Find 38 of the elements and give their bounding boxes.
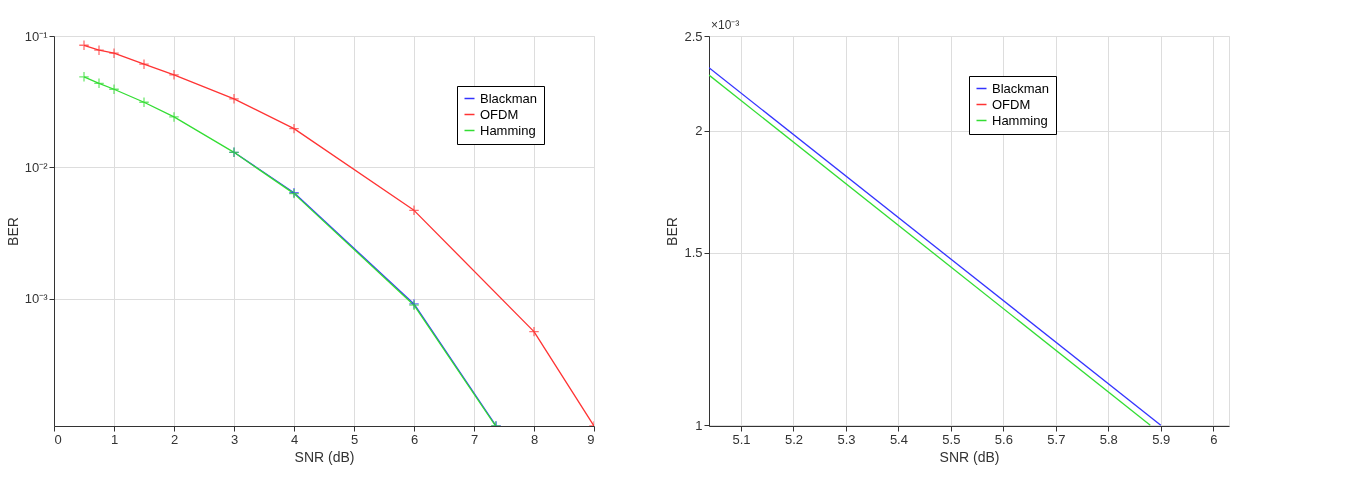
y-tick-label: 1.5 <box>684 245 703 261</box>
x-tick-label: 4 <box>290 431 299 447</box>
x-tick-label: 7 <box>470 431 479 447</box>
x-tick-label: 5.8 <box>1099 431 1118 447</box>
y-tick-label: 1 <box>695 417 703 433</box>
x-tick-label: 5.1 <box>732 431 751 447</box>
x-tick-label: 5.2 <box>784 431 804 447</box>
y-tick-label: 10⁻³ <box>24 291 49 307</box>
x-tick-label: 5.5 <box>942 431 961 447</box>
x-tick-label: 2 <box>170 431 179 447</box>
legend-label: OFDM <box>992 96 1031 112</box>
y-tick-label: 10⁻² <box>24 159 49 175</box>
y-axis-title: BER <box>4 217 21 246</box>
legend-label: Hamming <box>480 122 536 138</box>
legend-label: Hamming <box>992 112 1048 128</box>
x-tick-label: 5.3 <box>837 431 856 447</box>
y-tick-label: 2.5 <box>684 28 703 44</box>
x-tick-label: 3 <box>230 431 239 447</box>
x-tick-label: 6 <box>1210 431 1218 447</box>
x-tick-label: 1 <box>110 431 119 447</box>
x-axis-title: SNR (dB) <box>294 448 355 465</box>
y-tick-label: 10⁻¹ <box>24 28 49 44</box>
x-tick-label: 8 <box>530 431 539 447</box>
x-tick-label: 5.9 <box>1152 431 1171 447</box>
x-tick-label: 6 <box>410 431 419 447</box>
x-tick-label: 5.4 <box>889 431 908 447</box>
x-tick-label: 5 <box>350 431 359 447</box>
x-tick-label: 5.7 <box>1047 431 1066 447</box>
x-tick-label: 5.6 <box>994 431 1013 447</box>
x-tick-label: 9 <box>587 431 595 447</box>
x-axis-title: SNR (dB) <box>939 448 1000 465</box>
legend-label: OFDM <box>480 106 519 122</box>
legend-label: Blackman <box>480 90 538 106</box>
legend-label: Blackman <box>992 80 1050 96</box>
y-axis-title: BER <box>664 217 681 246</box>
y-tick-label: 2 <box>695 123 703 139</box>
text: ×10⁻³ <box>711 18 740 32</box>
x-tick-label: 0 <box>54 431 62 447</box>
